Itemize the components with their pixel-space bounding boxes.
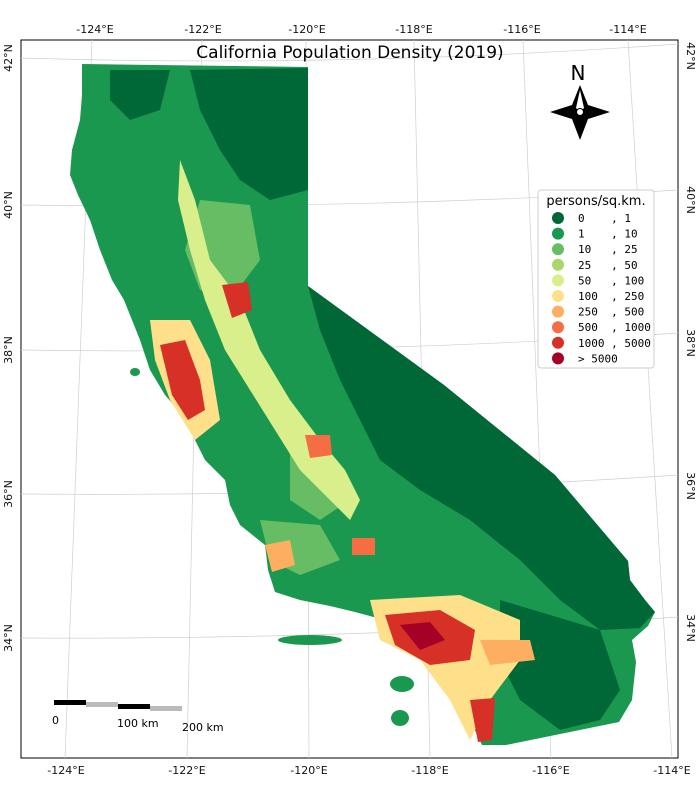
lon-tick-top: -116°E — [503, 23, 540, 36]
lat-tick-right: 40°N — [684, 186, 697, 214]
scale-label-200km: 200 km — [182, 721, 224, 734]
lon-tick-bottom: -114°E — [653, 764, 690, 777]
lat-tick-left: 36°N — [2, 480, 15, 508]
legend-label: 1000 , 5000 — [578, 337, 651, 350]
scale-bar-segment-1 — [54, 700, 86, 705]
legend-swatch — [552, 258, 564, 271]
urban-sacramento — [222, 282, 252, 318]
legend-label: > 5000 — [578, 352, 618, 365]
longitude-ticks-top: -124°E -122°E -120°E -118°E -116°E -114°… — [76, 23, 646, 36]
map-title: California Population Density (2019) — [196, 43, 503, 63]
compass-rose-highlight-icon — [576, 90, 584, 112]
north-arrow: N — [550, 61, 610, 140]
lon-tick-top: -122°E — [184, 23, 221, 36]
urban-inland-empire — [480, 640, 535, 665]
urban-bay-area — [160, 340, 205, 420]
north-arrow-label: N — [571, 61, 586, 85]
catalina-island — [390, 676, 414, 692]
legend-label: 50 , 100 — [578, 274, 644, 287]
legend-label: 1 , 10 — [578, 228, 638, 241]
legend-swatch — [552, 305, 564, 318]
lat-tick-right: 34°N — [684, 614, 697, 642]
lon-tick-bottom: -122°E — [168, 764, 205, 777]
legend-label: 25 , 50 — [578, 259, 638, 272]
lat-tick-left: 38°N — [2, 336, 15, 364]
urban-central-coast — [265, 540, 295, 572]
scale-bar-segment-2 — [86, 702, 118, 707]
legend-title: persons/sq.km. — [546, 194, 645, 209]
legend-swatch — [552, 243, 564, 256]
lat-tick-right: 36°N — [684, 472, 697, 500]
lat-tick-right: 42°N — [684, 42, 697, 70]
region-north-east — [190, 68, 308, 200]
latitude-ticks-right: 42°N 40°N 38°N 36°N 34°N — [684, 42, 697, 642]
california-map — [70, 64, 655, 745]
scale-bar: 0 100 km 200 km — [52, 700, 224, 734]
legend-swatch — [552, 212, 564, 224]
legend-swatch — [552, 290, 564, 302]
lon-tick-top: -114°E — [609, 23, 646, 36]
legend-box — [537, 189, 655, 369]
legend-label: 10 , 25 — [578, 243, 638, 256]
scale-label-100km: 100 km — [117, 717, 159, 730]
legend-swatch — [552, 227, 564, 240]
lon-tick-bottom: -120°E — [290, 764, 327, 777]
scale-label-0: 0 — [52, 714, 59, 727]
legend-label: 250 , 500 — [578, 306, 644, 319]
legend-label: 100 , 250 — [578, 290, 644, 303]
lat-tick-left: 42°N — [2, 44, 15, 72]
legend-label: 500 , 1000 — [578, 321, 651, 334]
region-east-desert — [308, 286, 655, 630]
region-south-east — [500, 600, 620, 730]
lon-tick-top: -118°E — [395, 23, 432, 36]
legend-swatch — [552, 336, 564, 349]
scale-bar-segment-4 — [150, 706, 182, 711]
compass-center-icon — [576, 108, 584, 116]
latitude-ticks-left: 42°N 40°N 38°N 36°N 34°N — [2, 44, 15, 652]
scale-bar-segment-3 — [118, 704, 150, 709]
urban-bakersfield — [352, 538, 375, 555]
legend-swatch — [552, 352, 564, 365]
urban-areas — [160, 282, 535, 742]
farallon-island — [130, 368, 140, 376]
legend-swatch — [552, 274, 564, 287]
lon-tick-top: -124°E — [76, 23, 113, 36]
legend-label: 0 , 1 — [578, 212, 631, 225]
lat-tick-left: 34°N — [2, 624, 15, 652]
urban-san-diego — [470, 698, 495, 742]
san-clemente-island — [391, 710, 409, 726]
channel-islands — [278, 635, 342, 645]
lon-tick-bottom: -124°E — [47, 764, 84, 777]
lon-tick-bottom: -116°E — [532, 764, 569, 777]
lat-tick-left: 40°N — [2, 191, 15, 219]
lat-tick-right: 38°N — [684, 329, 697, 357]
region-central-valley — [178, 160, 360, 520]
urban-fresno — [305, 435, 332, 458]
legend-items: 0 , 1 1 , 10 10 , 25 25 , 50 50 , 100 100 , 2… — [552, 212, 651, 365]
lon-tick-bottom: -118°E — [411, 764, 448, 777]
longitude-ticks-bottom: -124°E -122°E -120°E -118°E -116°E -114°… — [47, 764, 690, 777]
lon-tick-top: -120°E — [288, 23, 325, 36]
urban-los-angeles-core — [400, 622, 445, 650]
region-north-west — [110, 70, 170, 120]
legend-swatch — [552, 321, 564, 334]
legend: persons/sq.km. 0 , 1 1 , 10 10 , 25 25 , 50… — [537, 189, 655, 369]
